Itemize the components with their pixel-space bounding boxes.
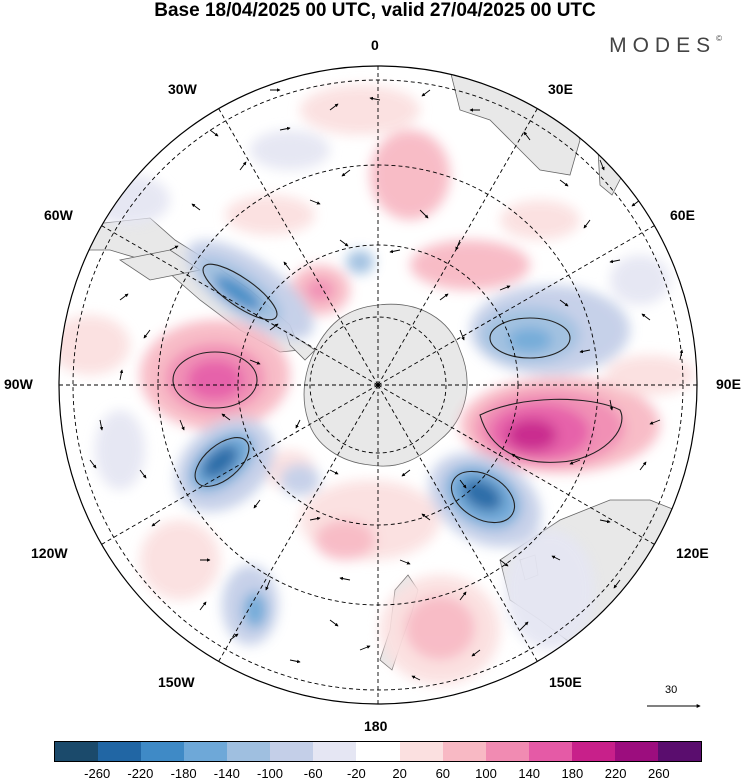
colorbar-tick-label: -100 bbox=[256, 766, 284, 781]
lon-label-0: 0 bbox=[371, 37, 379, 53]
map-border bbox=[58, 65, 698, 705]
wind-vectors bbox=[89, 69, 697, 681]
brand-name: MODES bbox=[609, 34, 717, 57]
colorbar-tick-label: 100 bbox=[475, 766, 497, 781]
colorbar-swatch bbox=[528, 742, 572, 761]
lon-label-150w: 150W bbox=[158, 674, 195, 690]
graticule bbox=[59, 66, 697, 704]
map-title: Base 18/04/2025 00 UTC, valid 27/04/2025… bbox=[154, 0, 596, 21]
colorbar-swatch bbox=[270, 742, 314, 761]
colorbar-tick-label: 180 bbox=[561, 766, 584, 781]
reference-vector-label: 30 bbox=[665, 684, 678, 696]
colorbar-tick-label: 260 bbox=[647, 766, 670, 781]
lon-label-180: 180 bbox=[364, 718, 388, 734]
colorbar-swatch bbox=[98, 742, 142, 761]
lon-label-90w: 90W bbox=[4, 376, 33, 392]
colorbar-tick-label: -260 bbox=[84, 766, 111, 781]
colorbar bbox=[54, 741, 702, 762]
colorbar-tick-label: -60 bbox=[303, 766, 323, 781]
colorbar-tick-label: 60 bbox=[435, 766, 451, 781]
colorbar-swatch bbox=[141, 742, 185, 761]
lon-label-120e: 120E bbox=[676, 545, 709, 561]
lon-label-90e: 90E bbox=[716, 376, 741, 392]
colorbar-tick-label: -180 bbox=[170, 766, 197, 781]
colorbar-tick-label: 20 bbox=[392, 766, 407, 781]
colorbar-tick-label: 220 bbox=[604, 766, 627, 781]
brand-mark: © bbox=[716, 34, 722, 43]
brand-logo: MODES© bbox=[609, 34, 722, 58]
colorbar-swatch bbox=[571, 742, 615, 761]
colorbar-swatch bbox=[313, 742, 357, 761]
colorbar-swatch bbox=[399, 742, 443, 761]
colorbar-swatch bbox=[356, 742, 400, 761]
contour-lines-sharp bbox=[172, 263, 623, 524]
colorbar-tick-label: -20 bbox=[346, 766, 366, 781]
lon-label-30w: 30W bbox=[168, 81, 197, 97]
lon-label-120w: 120W bbox=[31, 545, 68, 561]
lon-label-60e: 60E bbox=[670, 207, 695, 223]
colorbar-tick-label: -140 bbox=[213, 766, 240, 781]
colorbar-tick-label: -220 bbox=[127, 766, 154, 781]
colorbar-swatch bbox=[442, 742, 486, 761]
lon-label-60w: 60W bbox=[44, 207, 73, 223]
africa-east-land bbox=[599, 66, 697, 151]
colorbar-tick-label: 140 bbox=[518, 766, 541, 781]
map-disc bbox=[59, 66, 697, 704]
colorbar-swatch bbox=[55, 742, 99, 761]
colorbar-swatch bbox=[485, 742, 529, 761]
colorbar-swatch bbox=[184, 742, 228, 761]
lon-label-150e: 150E bbox=[549, 674, 582, 690]
lon-label-30e: 30E bbox=[548, 81, 573, 97]
colorbar-swatch bbox=[614, 742, 658, 761]
colorbar-swatch bbox=[657, 742, 701, 761]
colorbar-swatch bbox=[227, 742, 271, 761]
south-america-land bbox=[59, 217, 301, 353]
